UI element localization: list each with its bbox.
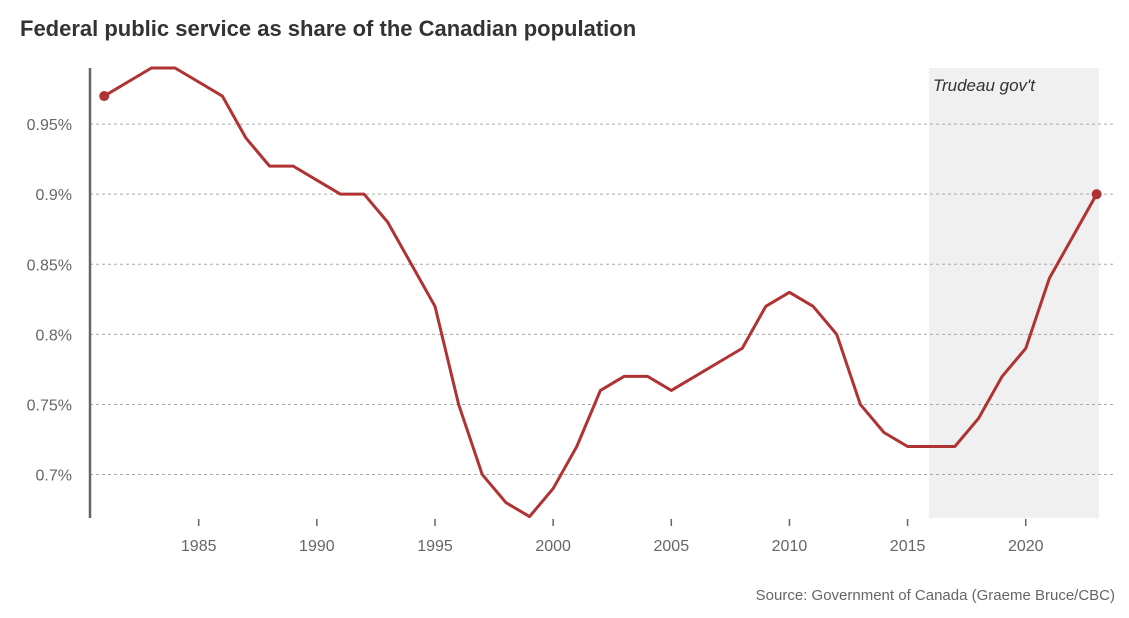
x-tick-label: 2005 xyxy=(654,538,690,555)
y-tick-label: 0.7% xyxy=(36,468,72,485)
shaded-region-label: Trudeau gov't xyxy=(933,76,1036,95)
x-tick-label: 2000 xyxy=(535,538,571,555)
y-tick-label: 0.95% xyxy=(27,117,72,134)
x-tick-label: 2010 xyxy=(772,538,808,555)
source-note: Source: Government of Canada (Graeme Bru… xyxy=(755,587,1115,604)
chart-title: Federal public service as share of the C… xyxy=(20,16,637,41)
x-tick-label: 2015 xyxy=(890,538,926,555)
y-tick-label: 0.9% xyxy=(36,187,72,204)
x-tick-label: 1995 xyxy=(417,538,453,555)
endpoint-marker xyxy=(99,91,110,102)
y-tick-label: 0.8% xyxy=(36,327,72,344)
x-tick-label: 1985 xyxy=(181,538,217,555)
x-tick-label: 1990 xyxy=(299,538,335,555)
endpoint-marker xyxy=(1091,189,1102,200)
y-tick-label: 0.85% xyxy=(27,257,72,274)
shaded-region xyxy=(928,68,1099,518)
series-line xyxy=(103,66,1098,519)
x-tick-label: 2020 xyxy=(1008,538,1044,555)
y-tick-label: 0.75% xyxy=(27,397,72,414)
